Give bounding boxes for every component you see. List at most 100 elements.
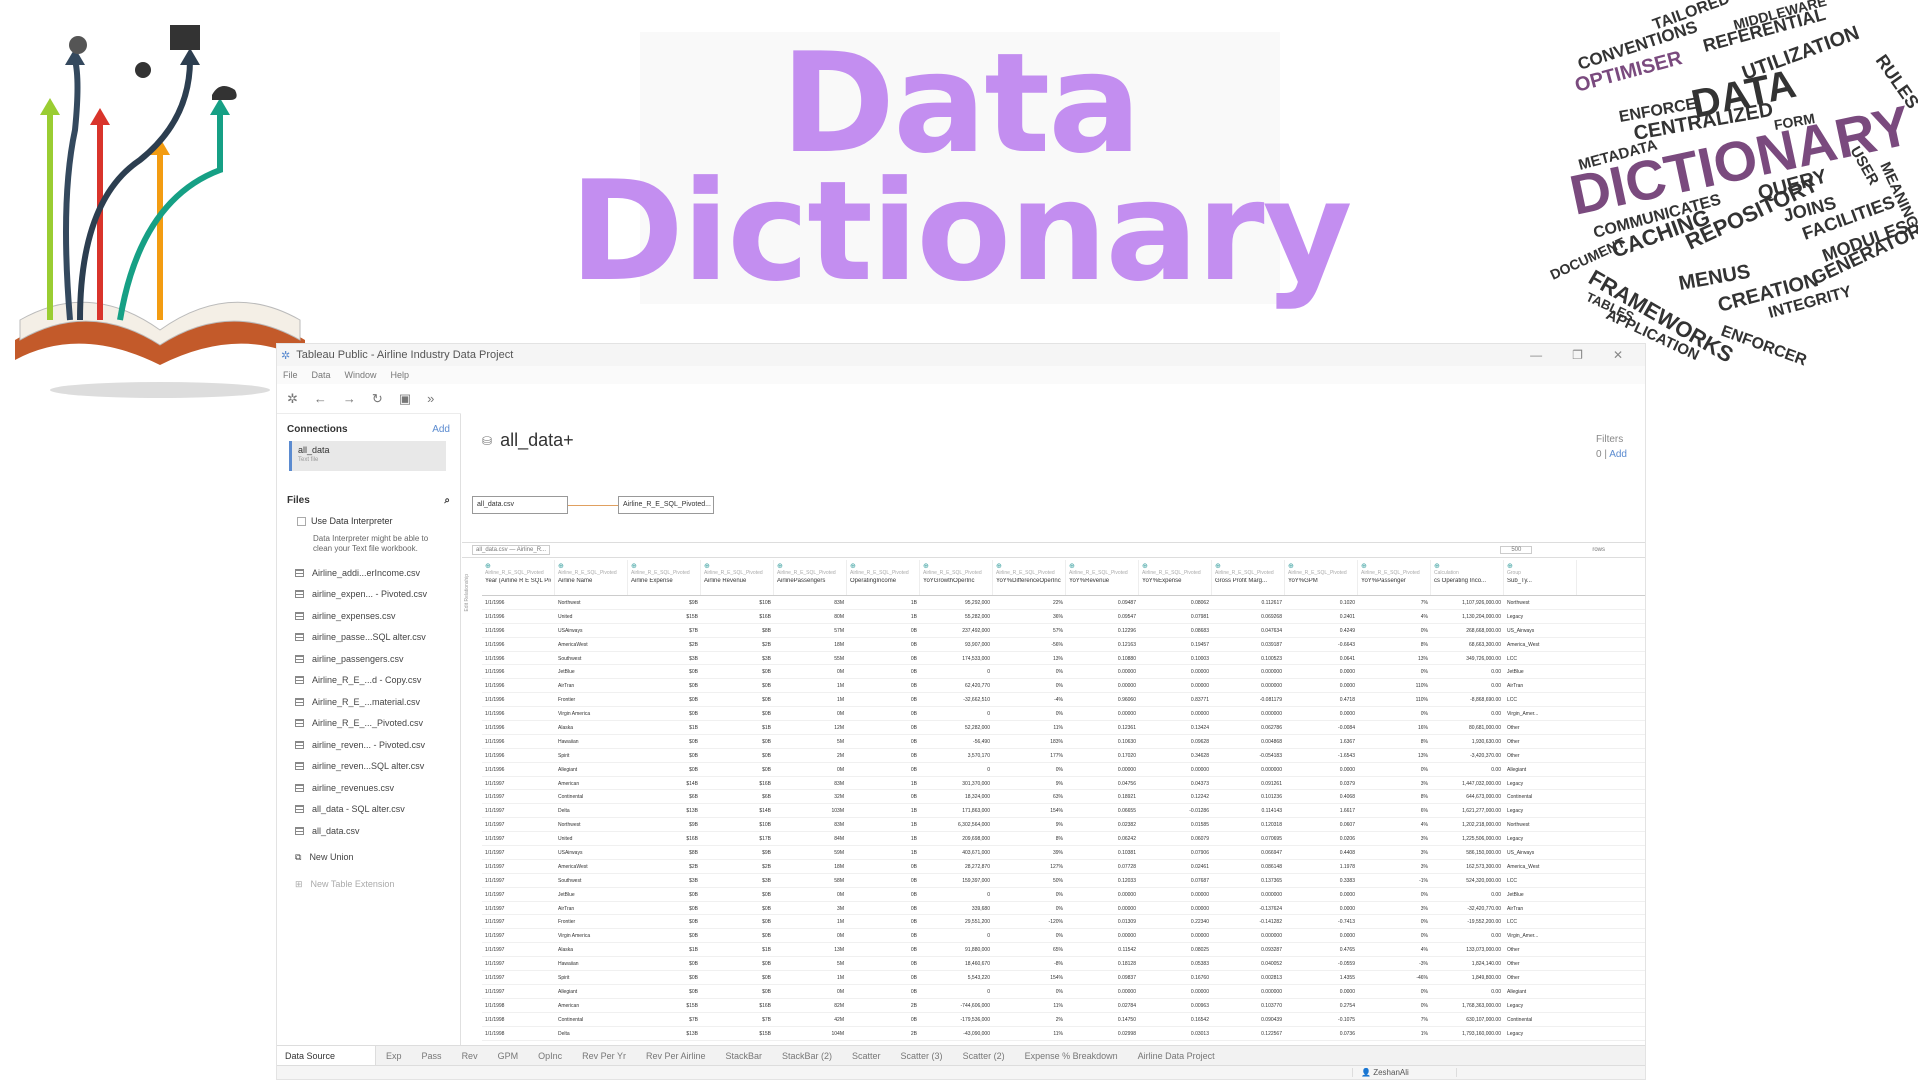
new-union-button[interactable]: ⧉ New Union [277,842,460,863]
tab-data-source[interactable]: Data Source [277,1046,377,1065]
file-item[interactable]: airline_revenues.csv [277,777,460,799]
file-item[interactable]: Airline_R_E_...material.csv [277,691,460,713]
column-header[interactable]: ⊕ Airline_R_E_SQL_Pivoted OperatingIncome [847,560,920,595]
sheet-tab[interactable]: GPM [497,1050,519,1061]
forward-icon[interactable]: → [342,391,356,406]
file-item[interactable]: Airline_R_E_..._Pivoted.csv [277,713,460,735]
table-cell: 0B [910,1016,917,1023]
table-cell: 349,726,000.00 [1466,655,1501,662]
sheet-tab[interactable]: Rev Per Yr [582,1050,626,1061]
table-cell: LCC [1507,877,1518,884]
table-cell: 0.08683 [1190,627,1209,634]
table-cell: 0% [1055,669,1063,676]
new-table-extension-button[interactable]: ⊞ New Table Extension [277,863,460,890]
sheet-tab[interactable]: Rev Per Airline [645,1050,706,1061]
sheet-tab[interactable]: StackBar (2) [782,1050,833,1061]
table-cell: 2B [910,1030,917,1037]
table-cell: 0.0000 [1339,905,1355,912]
file-item[interactable]: airline_expenses.csv [277,605,460,627]
table-cell: 11% [1053,725,1063,732]
table-cell: -8% [1054,961,1063,968]
grid-source-select[interactable]: all_data.csv — Airline_R... [472,545,551,555]
tableau-home-icon[interactable]: ✲ [287,390,298,406]
connection-item[interactable]: all_data Text file [289,441,446,471]
search-icon[interactable]: ⌕ [444,495,450,506]
column-header[interactable]: ⊕ Airline_R_E_SQL_Pivoted Year (Airline R … [482,560,555,595]
table-cell: 0.090439 [1261,1016,1282,1023]
interpreter-checkbox[interactable] [297,516,306,526]
table-cell: 0.00000 [1190,683,1209,690]
sheet-tab[interactable]: Scatter (2) [962,1050,1005,1061]
column-header[interactable]: ⊕ Airline_R_E_SQL_Pivoted Airline Expense [628,560,701,595]
column-header[interactable]: ⊕ Airline_R_E_SQL_Pivoted Gross Profit Mar… [1212,560,1285,595]
relationship-noodle[interactable] [568,505,618,506]
table-cell: 1/1/1997 [485,988,505,995]
add-filter-link[interactable]: Add [1609,449,1627,460]
column-header[interactable]: ⊕ Airline_R_E_SQL_Pivoted YoY%Passenger [1358,560,1431,595]
table-cell: 1/1/1996 [485,641,505,648]
sheet-tab[interactable]: StackBar [725,1050,763,1061]
sheet-tab[interactable]: Scatter (3) [900,1050,943,1061]
data-source-sidebar: Connections Add all_data Text file Files… [277,414,461,1045]
table-cell: Legacy [1507,780,1524,787]
minimize-icon[interactable]: — [1530,348,1543,362]
menu-help[interactable]: Help [390,370,410,380]
file-item[interactable]: airline_passe...SQL alter.csv [277,627,460,649]
datasource-title[interactable]: ⛁ all_data+ [482,430,574,451]
sheet-tab[interactable]: Rev [461,1050,478,1061]
table-cell: 2B [910,1002,917,1009]
add-connection-link[interactable]: Add [432,424,450,435]
redo-icon[interactable]: ↻ [371,390,383,406]
column-header[interactable]: ⊕ Calculation cs Operating Inco... [1431,560,1504,595]
file-item[interactable]: airline_passengers.csv [277,648,460,670]
sheet-tab[interactable]: Pass [421,1050,442,1061]
files-heading: Files [287,495,310,506]
column-header[interactable]: ⊕ Airline_R_E_SQL_Pivoted YoY%GPM [1285,560,1358,595]
column-header[interactable]: ⊕ Airline_R_E_SQL_Pivoted YoY%Revenue [1066,560,1139,595]
back-icon[interactable]: ← [313,391,327,406]
close-icon[interactable]: ✕ [1612,348,1623,362]
file-item[interactable]: all_data.csv [277,820,460,842]
file-item[interactable]: airline_reven...SQL alter.csv [277,756,460,778]
file-item[interactable]: Airline_addi...erIncome.csv [277,562,460,584]
column-header[interactable]: ⊕ Airline_R_E_SQL_Pivoted Airline Name [555,560,628,595]
table-cell: 0.0000 [1339,891,1355,898]
user-menu[interactable]: 👤 ZeshanAli [1352,1068,1457,1077]
status-bar: 👤 ZeshanAli [277,1065,1645,1079]
sheet-tab[interactable]: Expense % Breakdown [1024,1050,1118,1061]
expand-icon[interactable]: » [427,391,435,406]
sheet-tab[interactable]: Airline Data Project [1137,1050,1215,1061]
rows-input[interactable]: 500 [1500,546,1533,554]
save-icon[interactable]: ▣ [398,390,412,406]
canvas-table-all-data[interactable]: all_data.csv [472,496,568,514]
table-cell: $0B [689,711,698,718]
menu-data[interactable]: Data [311,370,331,380]
sheet-tab[interactable]: Scatter [852,1050,881,1061]
column-header[interactable]: ⊕ Airline_R_E_SQL_Pivoted AirlinePassenger… [774,560,847,595]
sheet-tab[interactable]: OpInc [538,1050,563,1061]
table-cell: $0B [762,905,771,912]
sheet-tab[interactable]: Exp [386,1050,402,1061]
table-cell: -120% [1048,919,1063,926]
column-header[interactable]: ⊕ Group Sub_Ty... [1504,560,1577,595]
table-cell: -4% [1054,697,1063,704]
interpreter-label: Use Data Interpreter [311,516,393,526]
column-header[interactable]: ⊕ Airline_R_E_SQL_Pivoted YoYGrowthOperInc [920,560,993,595]
restore-icon[interactable]: ❐ [1572,348,1583,362]
column-header[interactable]: ⊕ Airline_R_E_SQL_Pivoted Airline Revenue [701,560,774,595]
canvas-table-pivoted[interactable]: Airline_R_E_SQL_Pivoted... [618,496,714,514]
column-header[interactable]: ⊕ Airline_R_E_SQL_Pivoted YoY%DifferenceOp… [993,560,1066,595]
file-item[interactable]: airline_expen... - Pivoted.csv [277,584,460,606]
column-header[interactable]: ⊕ Airline_R_E_SQL_Pivoted YoY%Expense [1139,560,1212,595]
table-cell: 177% [1050,752,1063,759]
file-item[interactable]: Airline_R_E_...d - Copy.csv [277,670,460,692]
menu-file[interactable]: File [283,370,298,380]
file-item[interactable]: airline_reven... - Pivoted.csv [277,734,460,756]
table-cell: 1/1/1997 [485,947,505,954]
table-cell: 0.09628 [1190,738,1209,745]
menu-window[interactable]: Window [344,370,377,380]
table-cell: 1/1/1996 [485,627,505,634]
data-interpreter-option[interactable]: Use Data Interpreter [277,512,460,530]
file-item[interactable]: all_data - SQL alter.csv [277,799,460,821]
table-cell: 1M [837,919,844,926]
